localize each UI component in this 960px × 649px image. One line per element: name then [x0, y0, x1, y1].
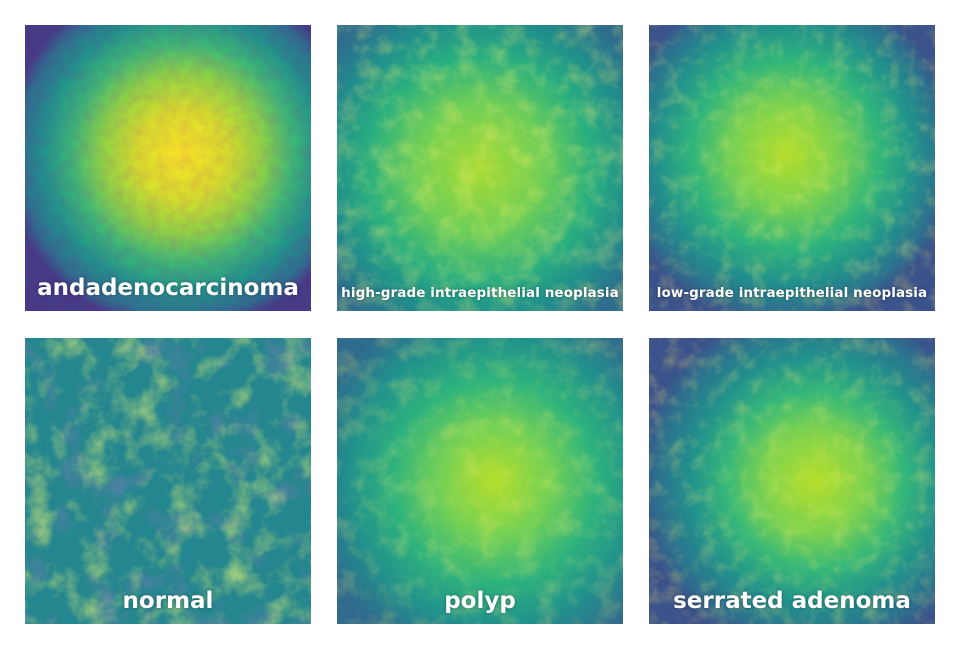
heatmap-image: [25, 338, 311, 624]
panel-label: andadenocarcinoma: [37, 275, 299, 301]
panel-label: low-grade intraepithelial neoplasia: [656, 285, 928, 301]
heatmap-image: [649, 25, 935, 311]
panel-andadenocarcinoma: andadenocarcinoma: [25, 25, 311, 311]
heatmap-image: [25, 25, 311, 311]
panel-serrated-adenoma: serrated adenoma: [649, 338, 935, 624]
panel-label: normal: [122, 588, 214, 614]
panel-label: polyp: [444, 588, 516, 614]
panel-label: high-grade intraepithelial neoplasia: [341, 285, 619, 301]
panel-label: serrated adenoma: [673, 588, 911, 614]
heatmap-image: [337, 338, 623, 624]
heatmap-image: [649, 338, 935, 624]
panel-polyp: polyp: [337, 338, 623, 624]
panel-normal: normal: [25, 338, 311, 624]
panel-high-grade-intraepithelial-neoplasia: high-grade intraepithelial neoplasia: [337, 25, 623, 311]
panel-low-grade-intraepithelial-neoplasia: low-grade intraepithelial neoplasia: [649, 25, 935, 311]
heatmap-image: [337, 25, 623, 311]
